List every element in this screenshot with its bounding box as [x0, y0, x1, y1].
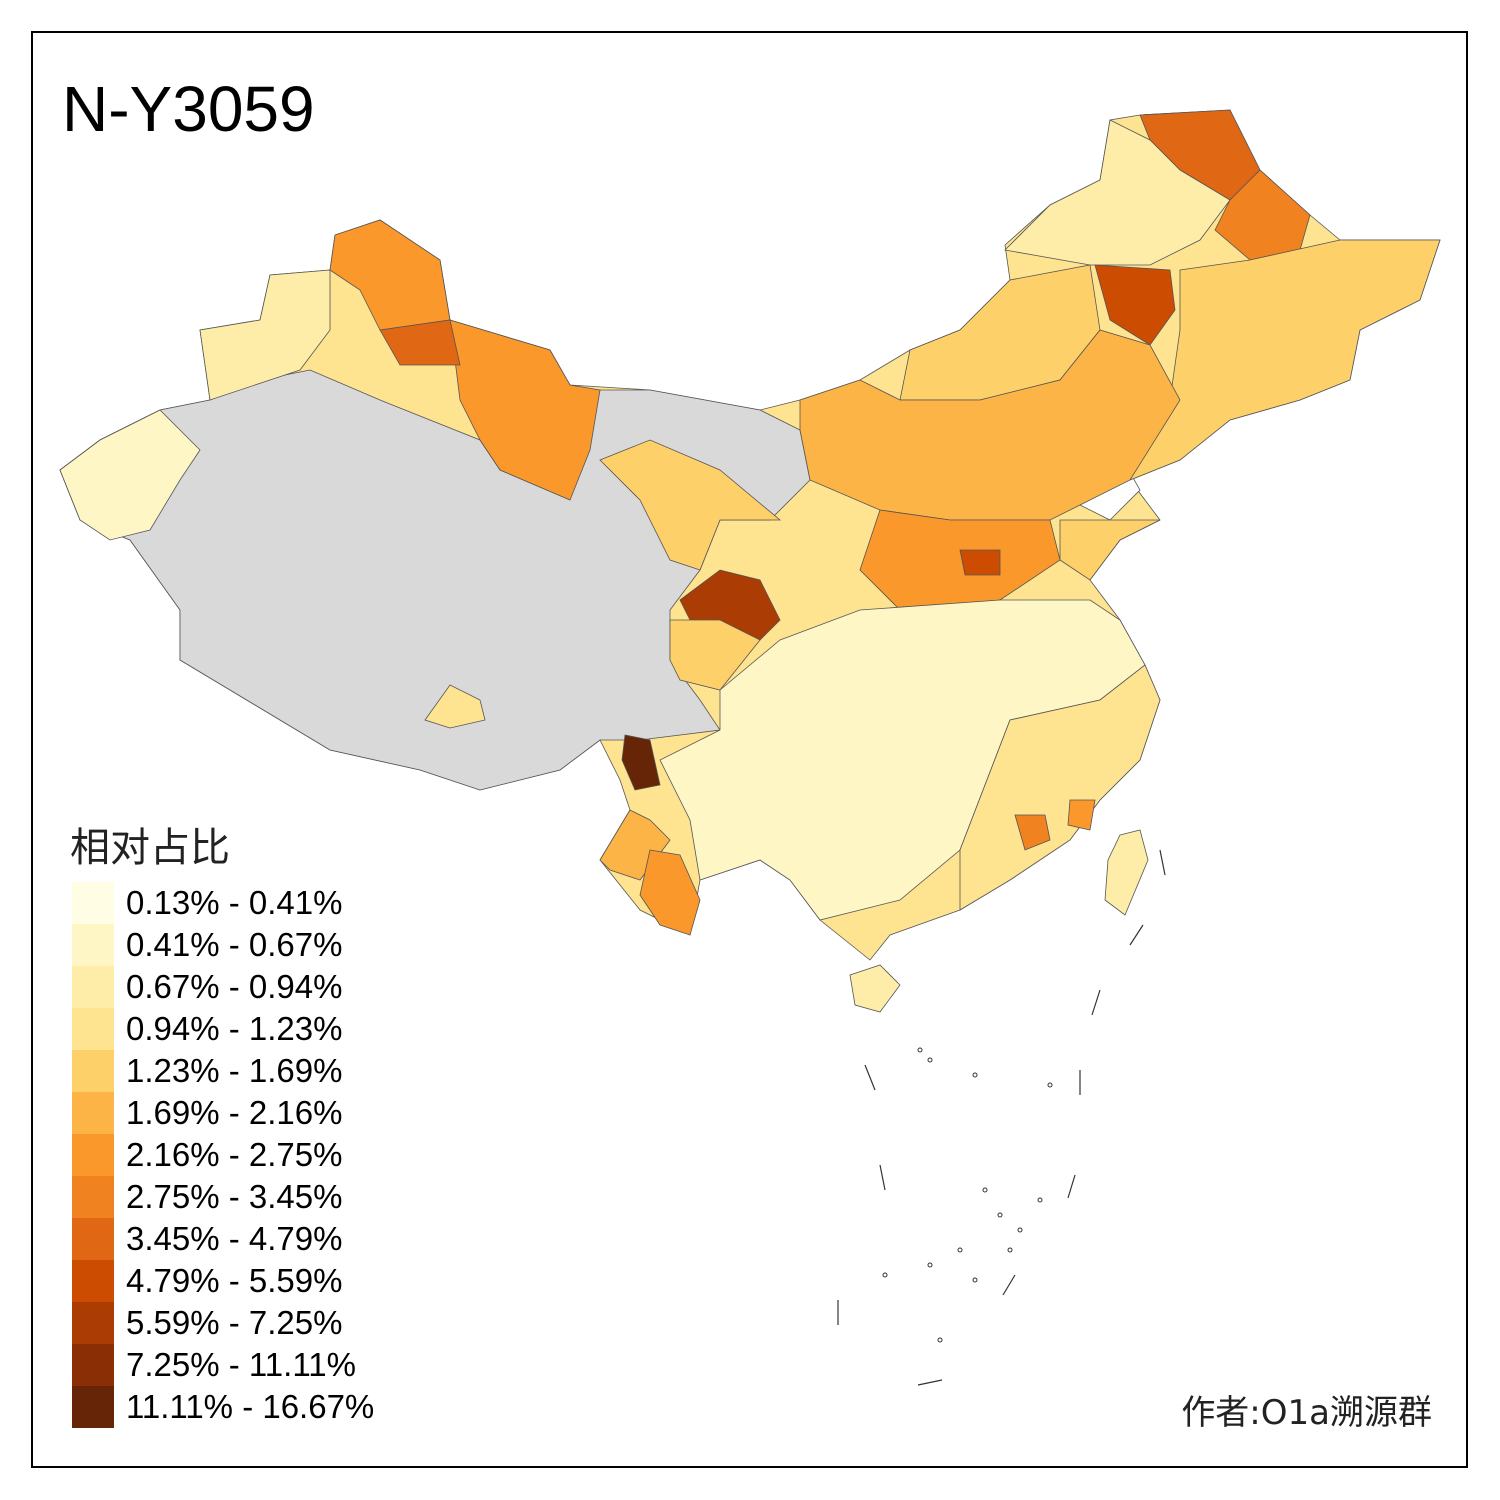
region-hulunbuir [1004, 119, 1231, 266]
legend-swatch [72, 924, 114, 966]
legend-label: 11.11% - 16.67% [126, 1388, 375, 1425]
region-xishuangbanna [639, 849, 701, 936]
island-mark [972, 1072, 978, 1078]
legend-label: 0.41% - 0.67% [126, 926, 343, 963]
region-fujian-city [1014, 814, 1051, 851]
legend-label: 2.16% - 2.75% [126, 1136, 343, 1173]
legend-label: 3.45% - 4.79% [126, 1220, 343, 1257]
nine-dash-line-segment [1129, 924, 1144, 946]
legend-label: 0.94% - 1.23% [126, 1010, 343, 1047]
region-xinjiang-north [329, 219, 451, 331]
legend-item: 0.67% - 0.94% [72, 966, 374, 1008]
legend-item: 11.11% - 16.67% [72, 1386, 374, 1428]
legend-item: 5.59% - 7.25% [72, 1302, 374, 1344]
map-title: N-Y3059 [62, 73, 315, 145]
legend: 0.13% - 0.41% 0.41% - 0.67% 0.67% - 0.94% 0… [72, 882, 374, 1428]
legend-label: 1.69% - 2.16% [126, 1094, 343, 1131]
author-credit: 作者:O1a溯源群 [1181, 1393, 1432, 1433]
legend-swatch [72, 1050, 114, 1092]
legend-label: 0.13% - 0.41% [126, 884, 343, 921]
island-mark [957, 1247, 963, 1253]
nine-dash-line-segment [917, 1379, 943, 1386]
legend-label: 2.75% - 3.45% [126, 1178, 343, 1215]
legend-swatch [72, 1260, 114, 1302]
region-xinjiang-east [449, 319, 601, 501]
island-mark [1017, 1227, 1023, 1233]
nine-dash-line-segment [1067, 1174, 1076, 1199]
region-xinjiang-central [379, 319, 461, 366]
legend-swatch [72, 1134, 114, 1176]
legend-item: 0.41% - 0.67% [72, 924, 374, 966]
legend-label: 0.67% - 0.94% [126, 968, 343, 1005]
island-mark [917, 1047, 923, 1053]
legend-item: 4.79% - 5.59% [72, 1260, 374, 1302]
island-mark [882, 1272, 888, 1278]
region-yunnan-northwest [621, 734, 661, 791]
nine-dash-line-segment [879, 1164, 886, 1191]
region-north-china [799, 329, 1181, 521]
legend-swatch [72, 1176, 114, 1218]
legend-swatch [72, 966, 114, 1008]
region-jiangxi-city [1067, 799, 1096, 831]
legend-item: 7.25% - 11.11% [72, 1344, 374, 1386]
legend-item: 1.69% - 2.16% [72, 1092, 374, 1134]
legend-label: 5.59% - 7.25% [126, 1304, 343, 1341]
legend-swatch [72, 1218, 114, 1260]
island-mark [927, 1057, 933, 1063]
legend-label: 7.25% - 11.11% [126, 1346, 356, 1383]
legend-swatch [72, 882, 114, 924]
island-mark [1007, 1247, 1013, 1253]
region-southeast-coast [959, 664, 1161, 911]
legend-swatch [72, 1302, 114, 1344]
island-mark [972, 1277, 978, 1283]
legend-label: 4.79% - 5.59% [126, 1262, 343, 1299]
island-mark [982, 1187, 988, 1193]
legend-item: 0.13% - 0.41% [72, 882, 374, 924]
region-chifeng [1094, 264, 1176, 346]
region-hainan [849, 964, 901, 1013]
nine-dash-line-segment [1091, 989, 1101, 1016]
region-taiwan [1104, 829, 1149, 916]
region-shandong [1059, 519, 1161, 581]
legend-item: 3.45% - 4.79% [72, 1218, 374, 1260]
legend-swatch [72, 1092, 114, 1134]
island-mark [1047, 1082, 1053, 1088]
region-shanxi-shaanxi [859, 509, 1061, 611]
nine-dash-line-segment [1002, 1274, 1016, 1296]
region-xinjiang-west [199, 269, 331, 401]
legend-item: 2.75% - 3.45% [72, 1176, 374, 1218]
nine-dash-line-segment [1159, 849, 1166, 876]
nine-dash-line-segment [864, 1064, 876, 1091]
legend-item: 2.16% - 2.75% [72, 1134, 374, 1176]
region-tibet-south [424, 684, 486, 729]
legend-swatch [72, 1344, 114, 1386]
legend-swatch [72, 1386, 114, 1428]
region-kashgar [59, 409, 201, 541]
region-henan-city [959, 549, 1001, 576]
legend-item: 0.94% - 1.23% [72, 1008, 374, 1050]
island-mark [937, 1337, 943, 1343]
region-gansu-qinghai-edge [599, 439, 782, 571]
map-frame [31, 31, 1468, 1468]
legend-label: 1.23% - 1.69% [126, 1052, 343, 1089]
legend-item: 1.23% - 1.69% [72, 1050, 374, 1092]
legend-title: 相对占比 [70, 825, 230, 871]
island-mark [1037, 1197, 1043, 1203]
legend-swatch [72, 1008, 114, 1050]
island-mark [927, 1262, 933, 1268]
island-mark [997, 1212, 1003, 1218]
